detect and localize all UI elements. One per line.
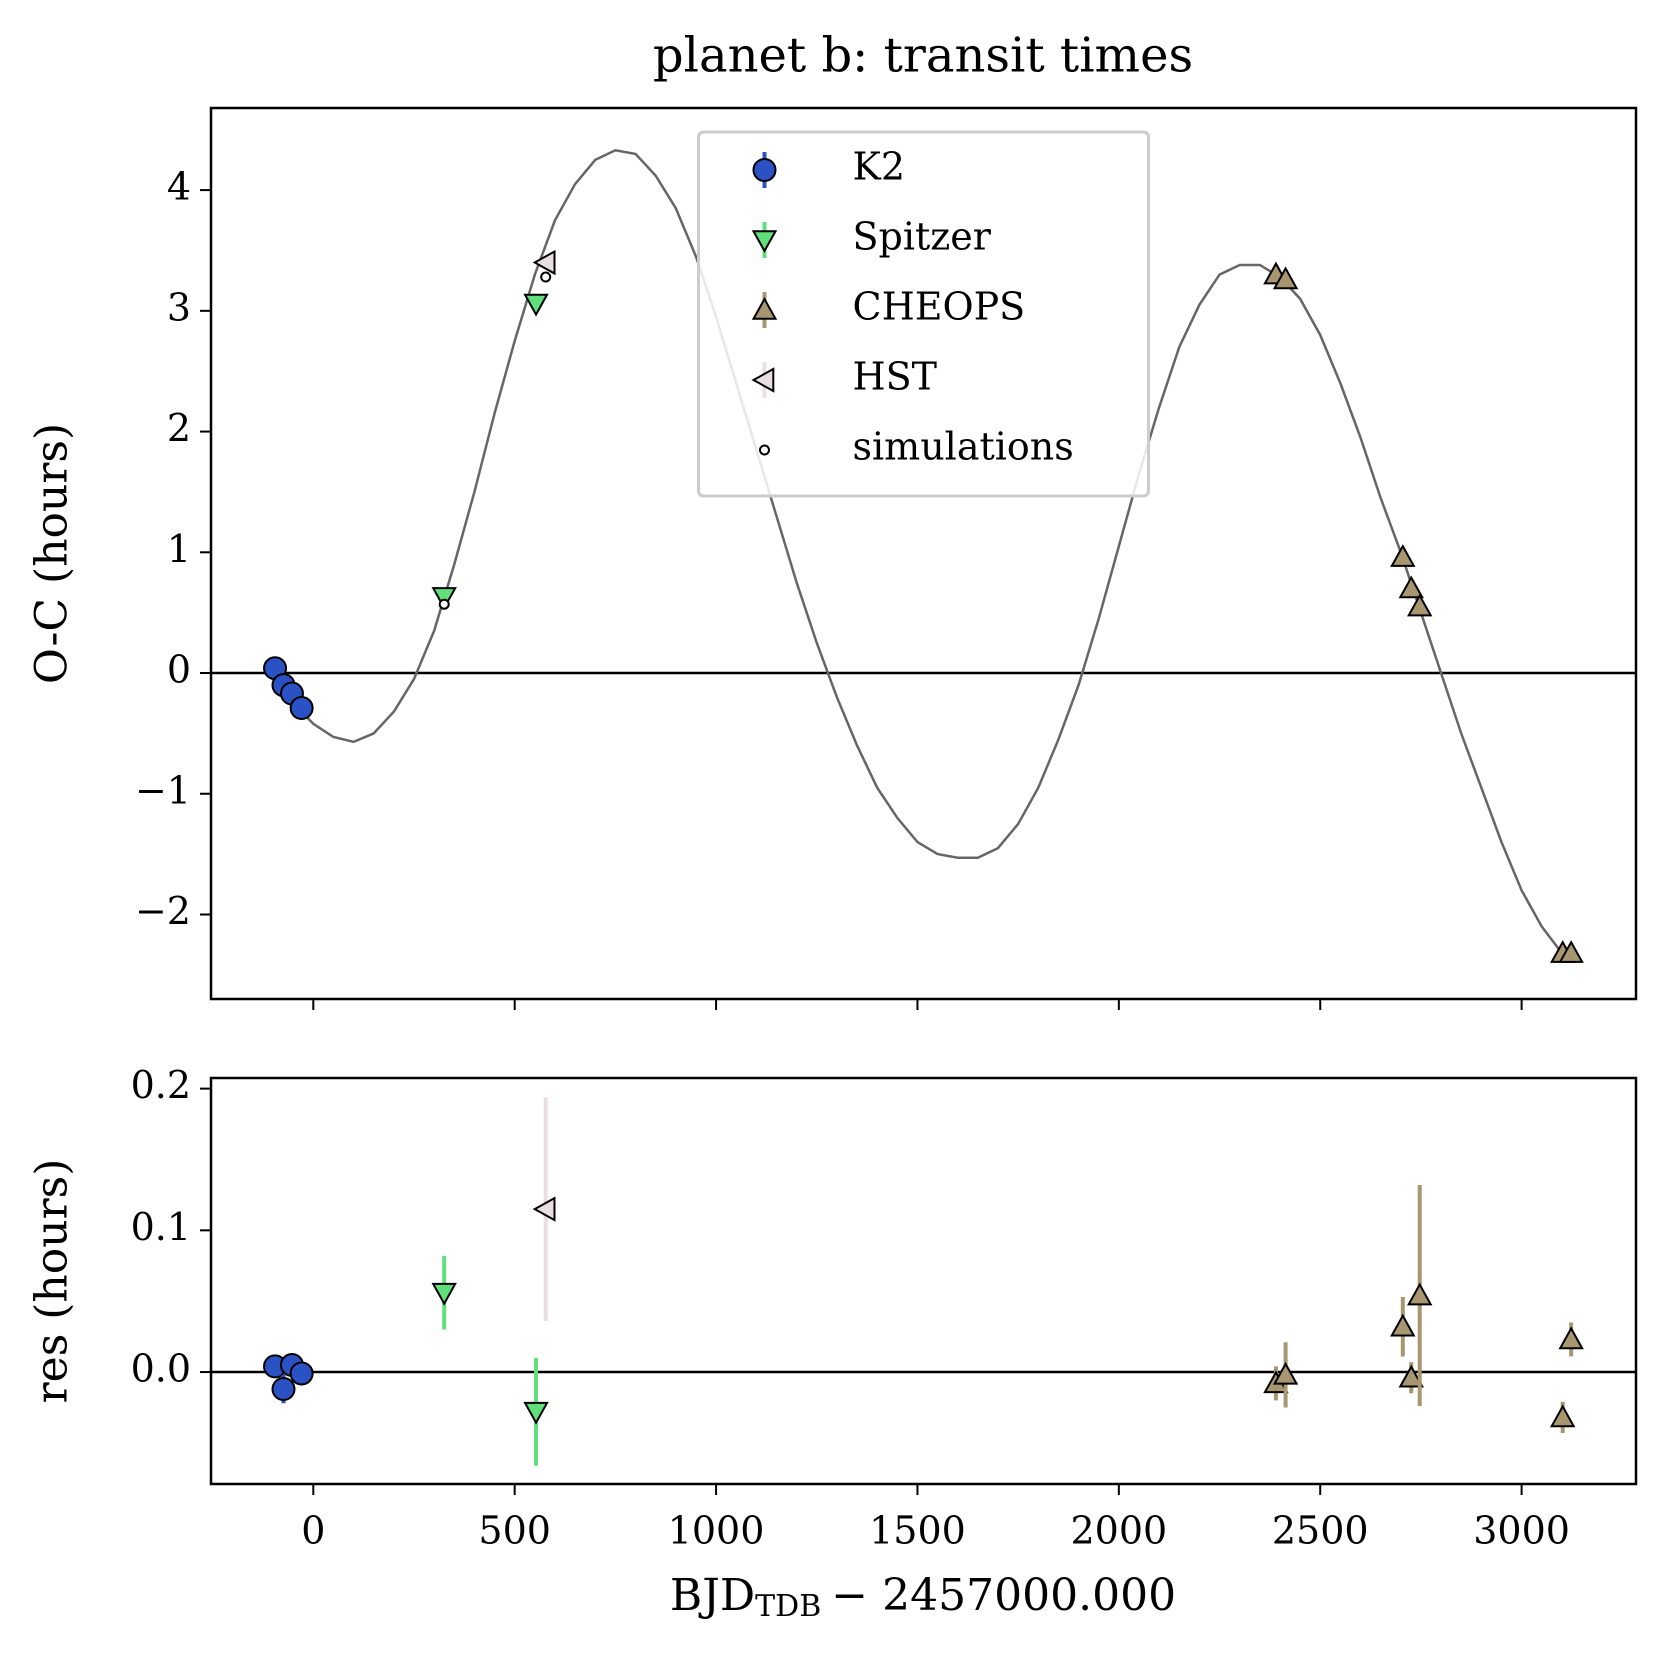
marker	[1390, 1313, 1416, 1337]
y-tick-label: 0.1	[131, 1205, 191, 1249]
marker	[431, 587, 457, 611]
marker	[271, 1377, 296, 1402]
legend-label: simulations	[853, 425, 1074, 469]
legend-label: Spitzer	[853, 215, 992, 259]
x-tick-label: 500	[478, 1509, 551, 1553]
marker	[289, 1361, 314, 1386]
marker	[1398, 575, 1424, 599]
legend-label: K2	[853, 145, 906, 189]
legend-box	[697, 130, 1150, 498]
y-tick-label: −2	[135, 889, 191, 933]
legend-label: CHEOPS	[853, 285, 1026, 329]
x-axis-label: BJDTDB − 2457000.000	[670, 1570, 1176, 1625]
x-tick-label: 2000	[1070, 1509, 1167, 1553]
y-tick-label: 0	[167, 648, 191, 692]
marker	[1558, 1326, 1584, 1350]
marker	[289, 696, 314, 721]
y-tick-label: −1	[135, 768, 191, 812]
y-tick-label: 0.0	[131, 1347, 191, 1391]
y-tick-label: 1	[167, 527, 191, 571]
x-tick-label: 2500	[1272, 1509, 1369, 1553]
marker	[523, 293, 549, 317]
x-tick-label: 3000	[1473, 1509, 1570, 1553]
y-tick-label: 4	[167, 165, 191, 209]
marker	[1398, 1364, 1424, 1388]
chart-title: planet b: transit times	[653, 28, 1193, 84]
x-tick-label: 1000	[668, 1509, 765, 1553]
y-axis-label: O-C (hours)	[27, 423, 78, 684]
marker	[1549, 1404, 1576, 1428]
marker	[532, 1196, 556, 1222]
marker	[1558, 940, 1584, 963]
plot-frame	[209, 1076, 1638, 1486]
marker	[1407, 1282, 1433, 1306]
marker	[540, 271, 552, 283]
y-tick-label: 0.2	[131, 1063, 191, 1107]
legend-marker	[751, 230, 778, 254]
marker	[532, 249, 556, 276]
legend-marker	[751, 296, 778, 320]
legend-marker	[752, 158, 777, 182]
marker	[431, 1282, 457, 1306]
model-curve	[273, 148, 1573, 958]
legend-label: HST	[853, 355, 938, 399]
marker	[438, 598, 450, 610]
legend-marker	[759, 444, 770, 456]
legend-marker	[751, 367, 775, 393]
plot-frame	[209, 106, 1638, 1001]
y-axis-label: res (hours)	[27, 1159, 78, 1404]
x-label-main: BJD	[670, 1570, 755, 1621]
x-tick-label: 0	[301, 1509, 325, 1553]
x-tick-label: 1500	[869, 1509, 966, 1553]
marker	[523, 1401, 549, 1425]
marker	[1272, 266, 1299, 290]
marker	[1272, 1361, 1299, 1385]
y-tick-label: 3	[167, 285, 191, 329]
x-label-sub: TDB	[755, 1589, 821, 1624]
y-tick-label: 2	[167, 406, 191, 450]
marker	[1407, 593, 1433, 617]
x-label-rest: − 2457000.000	[831, 1570, 1176, 1621]
marker	[1390, 544, 1416, 567]
